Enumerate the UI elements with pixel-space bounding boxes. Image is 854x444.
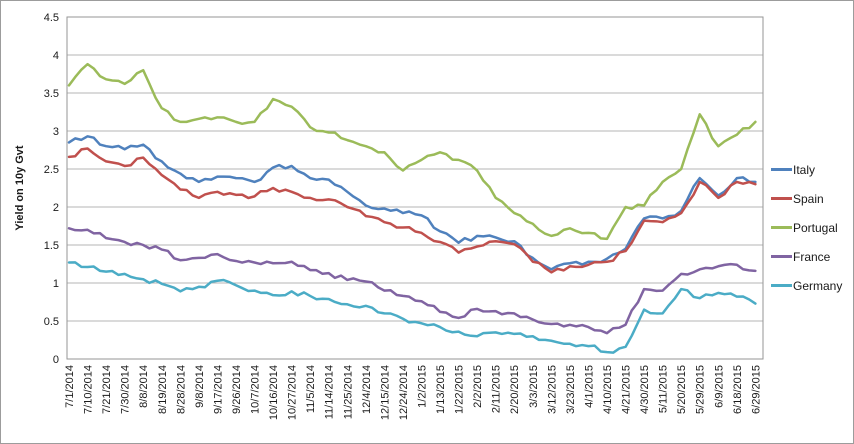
x-tick-label: 3/12/2015: [546, 365, 558, 414]
legend-label: Portugal: [793, 220, 838, 235]
x-tick-label: 1/13/2015: [435, 365, 447, 414]
legend-item-germany: Germany: [771, 271, 842, 300]
svg-text:1: 1: [53, 278, 59, 290]
series-line-italy: [67, 135, 757, 271]
series-lines: [67, 62, 757, 354]
x-tick-label: 4/1/2015: [583, 365, 595, 408]
x-tick-label: 4/21/2015: [621, 365, 633, 414]
legend-label: France: [793, 249, 831, 264]
x-tick-label: 2/11/2015: [491, 365, 503, 413]
x-tick-label: 10/27/2014: [287, 365, 299, 420]
x-tick-label: 11/5/2014: [305, 365, 317, 413]
legend-item-italy: Italy: [771, 155, 842, 184]
x-tick-label: 11/14/2014: [324, 365, 336, 419]
x-tick-label: 1/2/2015: [416, 365, 428, 408]
svg-text:2: 2: [53, 202, 59, 214]
x-tick-label: 9/26/2014: [231, 365, 243, 414]
svg-text:3.5: 3.5: [44, 88, 59, 100]
x-tick-label: 8/28/2014: [175, 365, 187, 414]
svg-text:2.5: 2.5: [44, 164, 59, 176]
legend-item-france: France: [771, 242, 842, 271]
series-line-germany: [67, 261, 757, 354]
x-tick-label: 4/30/2015: [639, 365, 651, 414]
x-tick-label: 3/3/2015: [528, 365, 540, 408]
x-tick-label: 12/24/2014: [398, 365, 410, 420]
x-tick-label: 12/15/2014: [379, 365, 391, 420]
legend-label: Italy: [793, 162, 816, 177]
x-tick-label: 5/11/2015: [658, 365, 670, 413]
x-tick-label: 11/25/2014: [342, 365, 354, 419]
x-tick-label: 6/9/2015: [713, 365, 725, 408]
x-tick-label: 5/20/2015: [676, 365, 688, 414]
y-axis-labels: 0 0.5 1 1.5 2 2.5 3 3.5 4 4.5: [44, 12, 59, 366]
y-axis-title: Yield on 10y Gvt: [14, 145, 26, 231]
x-tick-label: 2/20/2015: [509, 365, 521, 414]
svg-text:1.5: 1.5: [44, 240, 59, 252]
x-tick-label: 10/16/2014: [268, 365, 280, 420]
legend-swatch: [771, 197, 792, 200]
legend: Italy Spain Portugal France Germany: [771, 155, 842, 300]
x-tick-label: 7/21/2014: [101, 365, 113, 414]
x-tick-label: 4/10/2015: [602, 365, 614, 414]
series-line-spain: [67, 147, 757, 274]
legend-swatch: [771, 226, 792, 229]
plot-area-border: [66, 16, 764, 360]
x-tick-label: 2/2/2015: [472, 365, 484, 408]
x-tick-label: 9/8/2014: [194, 365, 206, 408]
x-tick-label: 7/30/2014: [120, 365, 132, 414]
x-tick-label: 9/17/2014: [212, 365, 224, 414]
x-tick-label: 7/1/2014: [64, 365, 76, 408]
svg-text:3: 3: [53, 126, 59, 138]
x-tick-label: 3/23/2015: [565, 365, 577, 414]
svg-text:0.5: 0.5: [44, 316, 59, 328]
x-tick-label: 1/22/2015: [454, 365, 466, 414]
legend-label: Germany: [793, 278, 843, 293]
series-line-portugal: [67, 62, 757, 241]
legend-swatch: [771, 284, 792, 287]
legend-item-spain: Spain: [771, 184, 842, 213]
x-tick-label: 8/19/2014: [157, 365, 169, 414]
svg-text:0: 0: [53, 354, 59, 366]
legend-label: Spain: [793, 191, 824, 206]
x-tick-label: 12/4/2014: [361, 365, 373, 414]
x-tick-label: 8/8/2014: [138, 365, 150, 408]
x-tick-label: 6/29/2015: [750, 365, 762, 414]
x-axis-labels: 7/1/2014 7/10/2014 7/21/2014 7/30/2014 8/8/2…: [64, 365, 762, 420]
x-tick-label: 7/10/2014: [83, 365, 95, 414]
svg-text:4: 4: [53, 50, 59, 62]
x-tick-label: 6/18/2015: [732, 365, 744, 414]
series-line-france: [67, 227, 757, 335]
x-tick-label: 10/7/2014: [250, 365, 262, 414]
legend-swatch: [771, 255, 792, 258]
legend-swatch: [771, 168, 792, 171]
x-tick-label: 5/29/2015: [695, 365, 707, 414]
svg-text:4.5: 4.5: [44, 12, 59, 24]
legend-item-portugal: Portugal: [771, 213, 842, 242]
